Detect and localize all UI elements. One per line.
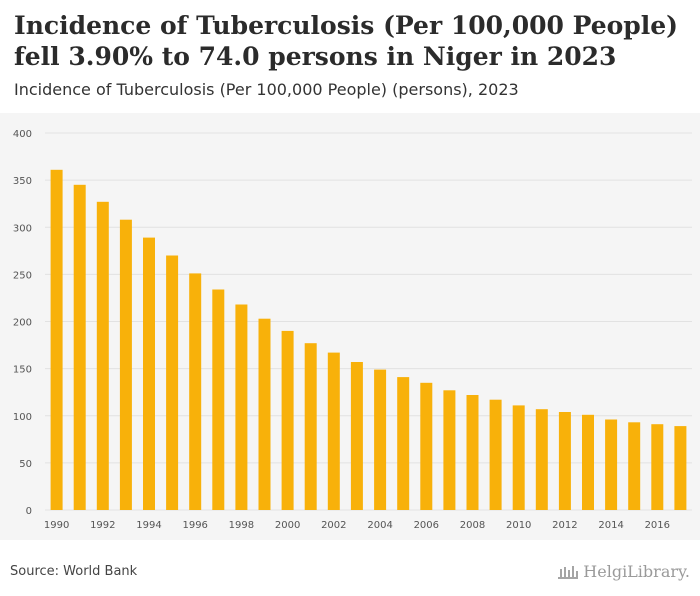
y-tick-label: 150 [13, 365, 32, 376]
chart-title: Incidence of Tuberculosis (Per 100,000 P… [14, 11, 679, 71]
bar-1992 [96, 201, 109, 511]
y-tick-label: 200 [13, 318, 32, 329]
x-tick-label: 1990 [44, 520, 69, 531]
x-tick-label: 2016 [645, 520, 670, 531]
x-tick-label: 1994 [136, 520, 161, 531]
logo-text: HelgiLibrary. [583, 562, 690, 581]
source-note: Source: World Bank [10, 564, 138, 579]
bar-2008 [466, 395, 479, 510]
bar-2014 [605, 419, 618, 510]
bar-2016 [651, 424, 664, 510]
y-tick-label: 100 [13, 412, 32, 423]
bar-2002 [327, 352, 340, 510]
bars [50, 169, 687, 511]
x-tick-label: 2008 [460, 520, 485, 531]
x-tick-label: 2010 [506, 520, 531, 531]
bar-1995 [166, 255, 179, 510]
bar-1990 [50, 169, 63, 511]
y-axis-tick-labels: 0 50 100 150 200 250 300 350 400 [13, 129, 32, 517]
bar-2012 [558, 412, 571, 510]
x-axis-tick-labels: 1990 1992 1994 1996 1998 2000 2002 2004 2006 2008… [44, 520, 670, 531]
y-tick-label: 0 [26, 506, 32, 517]
library-building-icon [558, 565, 579, 579]
x-tick-label: 2004 [367, 520, 392, 531]
bar-2011 [535, 409, 548, 510]
bar-1997 [212, 289, 225, 510]
bar-1994 [143, 237, 155, 510]
y-tick-label: 400 [13, 129, 32, 140]
bar-2005 [397, 377, 410, 510]
y-tick-label: 350 [13, 176, 32, 187]
bar-2006 [420, 382, 433, 510]
bar-2017 [674, 426, 687, 510]
bar-2013 [582, 414, 594, 510]
bar-2001 [304, 343, 317, 510]
bar-2015 [628, 422, 641, 510]
x-tick-label: 2000 [275, 520, 300, 531]
x-tick-label: 2014 [598, 520, 623, 531]
x-tick-label: 2012 [552, 520, 577, 531]
y-tick-label: 250 [13, 270, 32, 281]
bar-1991 [73, 184, 86, 511]
grid-lines [45, 132, 692, 511]
bar-2003 [350, 362, 363, 510]
bar-2009 [489, 399, 502, 510]
bar-2010 [512, 405, 525, 510]
bar-2007 [443, 390, 456, 510]
y-tick-label: 50 [19, 459, 32, 470]
bar-2004 [374, 369, 387, 510]
bar-1996 [189, 273, 202, 510]
x-tick-label: 2006 [414, 520, 439, 531]
x-tick-label: 1998 [229, 520, 254, 531]
x-tick-label: 1992 [90, 520, 115, 531]
bar-1999 [258, 318, 271, 510]
x-tick-label: 1996 [182, 520, 207, 531]
bar-1993 [119, 219, 132, 510]
helgi-library-logo: HelgiLibrary. [557, 562, 690, 581]
chart-subtitle: Incidence of Tuberculosis (Per 100,000 P… [14, 80, 519, 99]
chart-area: 0 50 100 150 200 250 300 350 400 1990 1992 1994 199… [0, 113, 700, 540]
bar-2000 [281, 330, 294, 510]
y-tick-label: 300 [13, 223, 32, 234]
x-tick-label: 2002 [321, 520, 346, 531]
bar-1998 [235, 304, 248, 510]
